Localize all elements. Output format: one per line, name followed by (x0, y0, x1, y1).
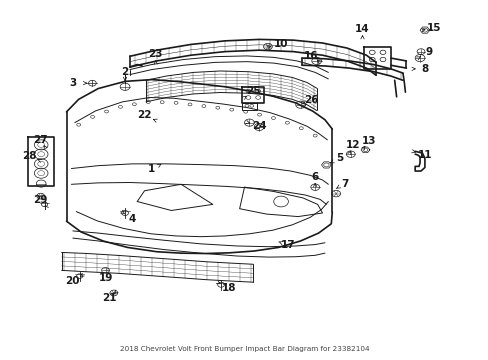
Text: 14: 14 (354, 24, 369, 34)
Text: 15: 15 (426, 23, 440, 33)
Text: 6: 6 (311, 172, 318, 182)
Text: 3: 3 (69, 78, 76, 88)
Text: 28: 28 (21, 150, 36, 161)
Text: 7: 7 (340, 179, 347, 189)
Text: 16: 16 (303, 50, 317, 60)
Text: 26: 26 (304, 95, 318, 105)
Text: 17: 17 (281, 240, 295, 250)
Text: 11: 11 (417, 150, 431, 160)
Text: 4: 4 (128, 215, 136, 224)
Text: 1: 1 (148, 164, 155, 174)
Text: 20: 20 (65, 276, 80, 286)
Text: 25: 25 (245, 86, 260, 96)
Text: 10: 10 (273, 39, 288, 49)
Text: 5: 5 (335, 153, 343, 163)
Text: 27: 27 (33, 135, 48, 145)
Text: 2018 Chevrolet Volt Front Bumper Impact Bar Diagram for 23382104: 2018 Chevrolet Volt Front Bumper Impact … (120, 346, 368, 352)
Text: 19: 19 (98, 273, 113, 283)
Text: 9: 9 (425, 46, 431, 57)
Text: 21: 21 (102, 293, 116, 303)
Text: 13: 13 (361, 136, 375, 145)
Text: 12: 12 (345, 140, 359, 150)
Text: 23: 23 (148, 49, 163, 59)
Text: 29: 29 (33, 195, 48, 205)
Text: 8: 8 (421, 64, 427, 74)
Text: 22: 22 (137, 111, 151, 121)
Text: 2: 2 (121, 67, 128, 77)
Text: 18: 18 (221, 283, 236, 293)
Text: 24: 24 (251, 121, 266, 131)
